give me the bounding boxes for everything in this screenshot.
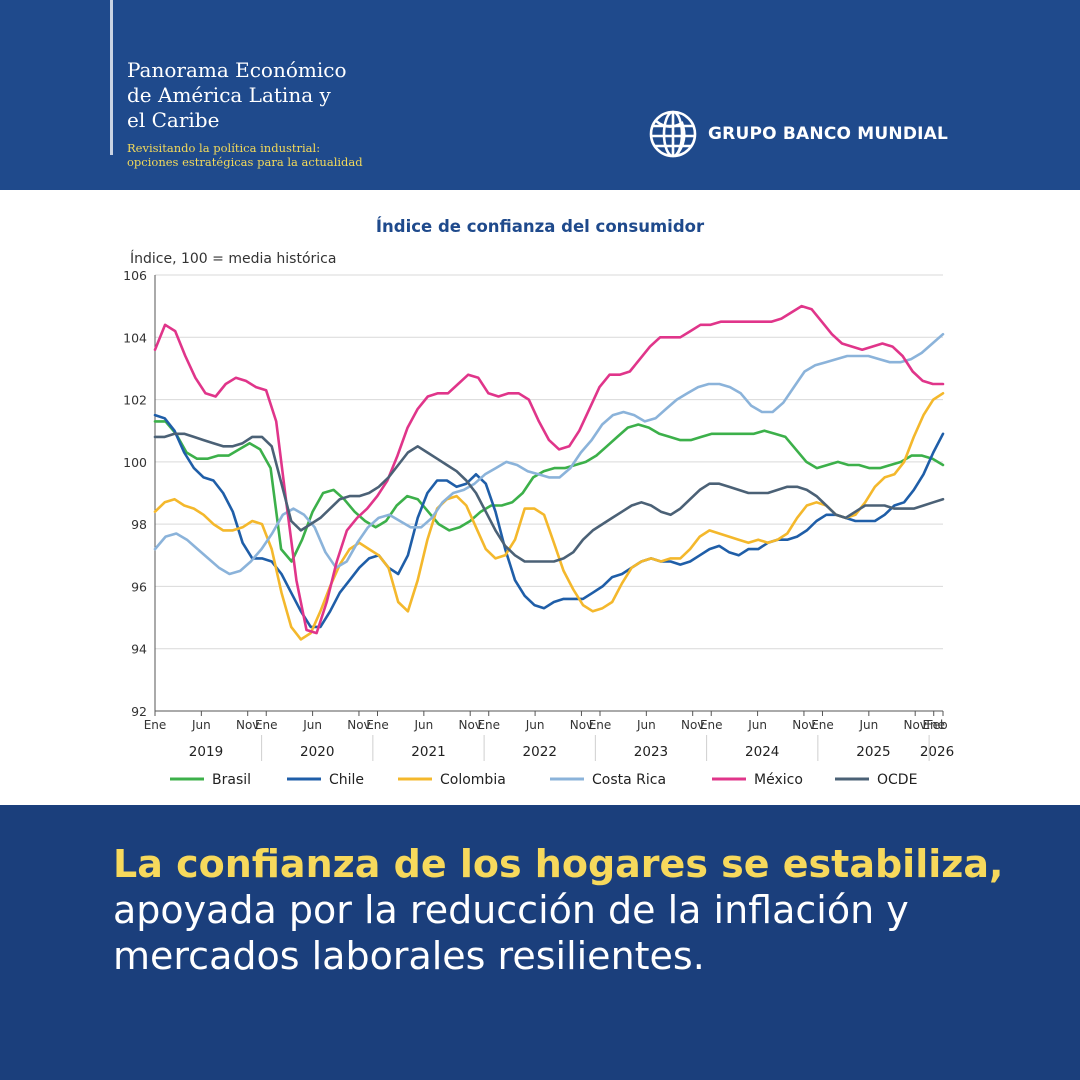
x-tick-label: Nov	[792, 718, 815, 732]
y-tick-label: 92	[131, 704, 147, 719]
x-year-label: 2019	[189, 744, 223, 760]
report-subtitle-line: Revisitando la política industrial:	[127, 141, 321, 155]
consumer-confidence-chart: Índice de confianza del consumidor Índic…	[123, 217, 954, 788]
x-tick-label: Jun	[302, 718, 322, 732]
headline-line: apoyada por la reducción de la inflación…	[113, 888, 909, 932]
x-tick-label: Nov	[236, 718, 259, 732]
series-line-ocde	[153, 432, 945, 563]
y-tick-label: 102	[123, 393, 147, 408]
x-tick-label: Nov	[570, 718, 593, 732]
report-subtitle-line: opciones estratégicas para la actualidad	[127, 155, 363, 169]
headline: La confianza de los hogares se estabiliz…	[113, 841, 1033, 979]
x-tick-label: Nov	[347, 718, 370, 732]
y-tick-label: 98	[131, 517, 147, 532]
x-tick-label: Jun	[636, 718, 656, 732]
legend: Brasil Chile Colombia Costa Rica México OCDE	[170, 772, 917, 788]
x-tick-label: Feb	[926, 718, 947, 732]
x-year-label: 2024	[745, 744, 779, 760]
gridlines	[155, 274, 943, 712]
chart-title: Índice de confianza del consumidor	[376, 217, 705, 236]
legend-label: Chile	[329, 772, 364, 788]
chart-panel: Índice de confianza del consumidor Índic…	[0, 190, 1080, 805]
report-title-line: el Caribe	[127, 108, 220, 132]
x-tick-label: Jun	[747, 718, 767, 732]
y-tick-label: 106	[123, 268, 147, 283]
x-tick-label: Ene	[922, 718, 945, 732]
x-tick-label: Nov	[903, 718, 926, 732]
x-year-label: 2022	[523, 744, 557, 760]
series-line-brasil	[153, 420, 945, 563]
x-tick-label: Jun	[858, 718, 878, 732]
legend-label: Colombia	[440, 772, 506, 788]
x-tick-label: Nov	[681, 718, 704, 732]
report-subtitle: Revisitando la política industrial: opci…	[127, 141, 427, 169]
header-divider	[110, 0, 113, 155]
legend-label: México	[754, 772, 803, 788]
x-tick-label: Ene	[366, 718, 389, 732]
x-tick-label: Ene	[589, 718, 612, 732]
x-year-label: 2023	[634, 744, 668, 760]
x-tick-label: Ene	[477, 718, 500, 732]
y-tick-label: 100	[123, 455, 147, 470]
headline-highlight: La confianza de los hogares se estabiliz…	[113, 842, 1004, 886]
legend-label: OCDE	[877, 772, 917, 788]
y-axis-label: Índice, 100 = media histórica	[130, 250, 336, 267]
x-tick-label: Jun	[413, 718, 433, 732]
x-tick-label: Ene	[811, 718, 834, 732]
x-year-label: 2025	[856, 744, 890, 760]
brand-logo: GRUPO BANCO MUNDIAL	[648, 106, 948, 162]
x-year-label: 2020	[300, 744, 334, 760]
series-line-costa-rica	[153, 332, 945, 576]
globe-icon	[649, 110, 697, 158]
report-title: Panorama Económico de América Latina y e…	[127, 58, 427, 133]
report-header: Panorama Económico de América Latina y e…	[0, 0, 1080, 190]
series-line-chile	[153, 413, 945, 629]
legend-label: Costa Rica	[592, 772, 666, 788]
x-year-label: 2021	[411, 744, 445, 760]
series-line-colombia	[153, 392, 945, 641]
report-title-line: Panorama Económico	[127, 58, 347, 82]
x-tick-label: Jun	[191, 718, 211, 732]
x-tick-label: Jun	[525, 718, 545, 732]
x-year-label: 2026	[920, 744, 954, 760]
report-title-line: de América Latina y	[127, 83, 331, 107]
y-tick-label: 94	[131, 642, 147, 657]
y-tick-label: 96	[131, 579, 147, 594]
x-tick-label: Ene	[144, 718, 167, 732]
y-tick-label: 104	[123, 330, 147, 345]
x-tick-label: Nov	[458, 718, 481, 732]
headline-line: mercados laborales resilientes.	[113, 934, 705, 978]
x-tick-label: Ene	[700, 718, 723, 732]
x-tick-label: Ene	[255, 718, 278, 732]
legend-label: Brasil	[212, 772, 251, 788]
series-lines	[153, 304, 945, 641]
brand-name: GRUPO BANCO MUNDIAL	[708, 124, 949, 144]
footer-banner: La confianza de los hogares se estabiliz…	[0, 805, 1080, 1080]
